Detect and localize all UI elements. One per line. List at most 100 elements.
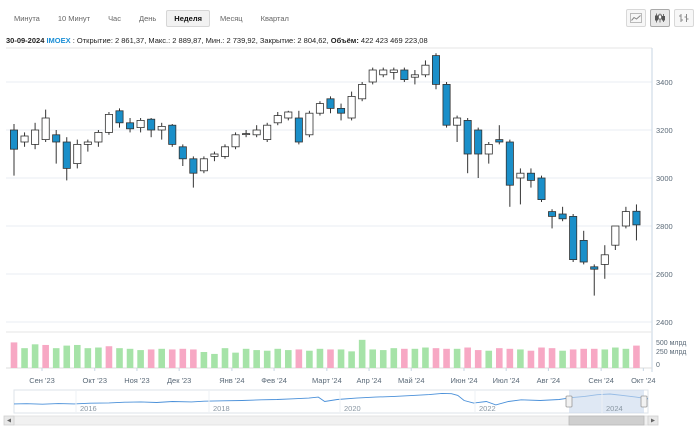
- candle-body[interactable]: [431, 55, 440, 85]
- price-tick-label: 2600: [656, 270, 673, 279]
- candle-body[interactable]: [505, 141, 514, 186]
- tab-10-minutes[interactable]: 10 Минут: [57, 14, 91, 23]
- candle-body[interactable]: [199, 158, 208, 172]
- candle-body[interactable]: [9, 129, 18, 150]
- candle-body[interactable]: [83, 141, 92, 145]
- tab-quarter[interactable]: Квартал: [260, 14, 289, 23]
- volume-bar: [63, 345, 71, 368]
- candle-body[interactable]: [368, 69, 377, 83]
- volume-bar: [337, 349, 345, 368]
- tab-hour[interactable]: Час: [108, 14, 121, 23]
- candle-body[interactable]: [548, 211, 557, 217]
- candle-body[interactable]: [569, 215, 578, 260]
- volume-bar: [369, 349, 376, 368]
- candle-body[interactable]: [52, 134, 61, 143]
- info-volume: 422 423 469 223,08: [360, 36, 428, 45]
- bar-chart-button[interactable]: [674, 9, 694, 27]
- candle-body[interactable]: [273, 115, 282, 124]
- candle-body[interactable]: [305, 112, 314, 136]
- candle-body[interactable]: [31, 129, 40, 145]
- volume-bar: [527, 350, 535, 368]
- navigator-handle[interactable]: [565, 395, 573, 408]
- candle-body[interactable]: [558, 213, 567, 220]
- navigator-selected-range[interactable]: [569, 390, 644, 413]
- candle-body[interactable]: [590, 266, 599, 270]
- candle-body[interactable]: [168, 124, 177, 145]
- candle-body[interactable]: [189, 158, 198, 174]
- candle-body[interactable]: [284, 111, 293, 119]
- line-chart-icon: [630, 13, 642, 23]
- candle-body[interactable]: [611, 225, 620, 246]
- candle-body[interactable]: [136, 120, 145, 129]
- candle-body[interactable]: [516, 172, 525, 179]
- info-ticker: IMOEX: [46, 36, 71, 45]
- candle-body[interactable]: [379, 69, 388, 76]
- tab-day[interactable]: День: [138, 14, 157, 23]
- candle-body[interactable]: [526, 172, 535, 181]
- navigator[interactable]: [13, 389, 649, 414]
- candle-body[interactable]: [600, 254, 609, 265]
- candle-body[interactable]: [20, 135, 29, 143]
- candle-body[interactable]: [178, 146, 187, 160]
- volume-bar: [443, 348, 450, 368]
- candle-body[interactable]: [495, 139, 504, 143]
- candle-body[interactable]: [115, 110, 124, 124]
- candle-body[interactable]: [453, 117, 462, 126]
- candle-body[interactable]: [400, 69, 409, 80]
- candle-body[interactable]: [389, 69, 398, 73]
- navigator-handle[interactable]: [640, 395, 648, 408]
- candle-body[interactable]: [41, 117, 50, 141]
- x-tick-label: Окт '24: [631, 376, 656, 385]
- chevron-right-icon: [651, 418, 655, 423]
- candle-body[interactable]: [621, 211, 630, 227]
- navigator-scrollbar-thumb[interactable]: [568, 415, 645, 426]
- candle-body[interactable]: [442, 84, 451, 126]
- volume-bar: [390, 348, 398, 368]
- candle-body[interactable]: [231, 134, 240, 148]
- candle-body[interactable]: [632, 210, 641, 226]
- line-chart-button[interactable]: [626, 9, 646, 27]
- candle-body[interactable]: [210, 153, 219, 157]
- candle-body[interactable]: [147, 118, 156, 131]
- candle-body[interactable]: [294, 117, 303, 143]
- price-tick-label: 3000: [656, 174, 673, 183]
- candle-body[interactable]: [126, 122, 135, 130]
- candle-body[interactable]: [326, 98, 335, 109]
- candle-body[interactable]: [315, 103, 324, 114]
- candle-body[interactable]: [73, 143, 82, 164]
- candle-body[interactable]: [242, 133, 251, 136]
- navigator-year-label: 2020: [344, 404, 361, 413]
- candle-body[interactable]: [263, 124, 272, 140]
- candle-body[interactable]: [474, 129, 483, 155]
- tab-minute[interactable]: Минута: [14, 14, 40, 23]
- candle-body[interactable]: [463, 120, 472, 155]
- candle-body[interactable]: [358, 84, 367, 100]
- tab-month[interactable]: Месяц: [219, 14, 243, 23]
- candle-body[interactable]: [220, 146, 229, 157]
- x-tick-label: Июн '24: [450, 376, 477, 385]
- volume-bar: [622, 348, 630, 368]
- price-tick-label: 3400: [656, 78, 673, 87]
- candlestick-chart-button[interactable]: [650, 9, 670, 27]
- candle-body[interactable]: [104, 114, 113, 133]
- volume-bar: [379, 350, 387, 368]
- volume-bar: [295, 349, 303, 368]
- candle-body[interactable]: [337, 108, 346, 114]
- timeframe-tabs: Минута 10 Минут Час День Неделя Месяц Кв…: [6, 10, 299, 27]
- candle-body[interactable]: [537, 177, 546, 201]
- candle-body[interactable]: [252, 129, 261, 136]
- candle-body[interactable]: [157, 126, 166, 131]
- candle-body[interactable]: [410, 74, 419, 78]
- candle-body[interactable]: [421, 64, 430, 76]
- candle-body[interactable]: [484, 143, 493, 155]
- volume-bar: [190, 349, 197, 368]
- candle-body[interactable]: [579, 239, 588, 263]
- candle-body[interactable]: [94, 131, 103, 143]
- candle-body[interactable]: [62, 141, 71, 169]
- navigator-year-label: 2018: [213, 404, 230, 413]
- tab-week[interactable]: Неделя: [166, 10, 210, 27]
- navigator-scrollbar-track[interactable]: [13, 415, 649, 426]
- candle-body[interactable]: [347, 96, 356, 119]
- volume-bar: [453, 348, 461, 368]
